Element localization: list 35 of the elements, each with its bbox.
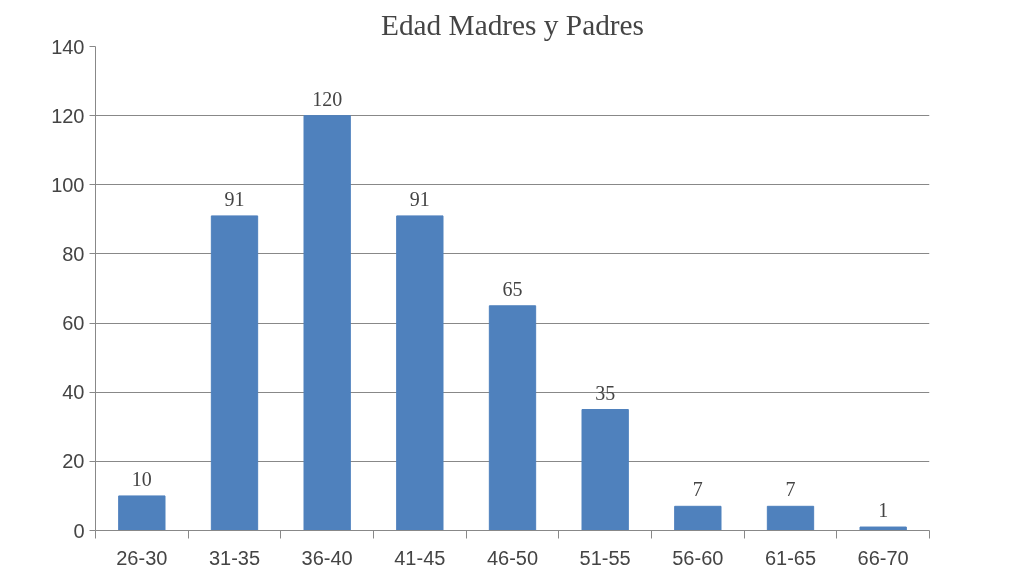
y-tick-label: 100 <box>51 173 85 196</box>
x-tick-label: 26-30 <box>116 546 168 569</box>
data-label: 7 <box>785 478 796 501</box>
x-tick-label: 46-50 <box>486 546 539 569</box>
bar <box>859 526 907 531</box>
data-label: 65 <box>502 277 523 300</box>
data-label: 7 <box>692 478 703 501</box>
bar <box>303 115 351 531</box>
bar <box>674 505 722 531</box>
bar <box>210 215 259 531</box>
bar <box>581 409 629 531</box>
x-tick-label: 61-65 <box>764 546 817 569</box>
x-tick-label: 36-40 <box>301 546 353 569</box>
bar <box>488 305 537 531</box>
data-label: 91 <box>224 187 245 210</box>
y-tick-label: 140 <box>51 35 85 58</box>
bar <box>118 495 166 531</box>
x-tick-label: 51-55 <box>579 546 631 569</box>
y-tick-label: 0 <box>73 519 85 542</box>
y-tick-label: 80 <box>62 242 85 265</box>
y-tick-label: 20 <box>62 450 85 473</box>
x-tick-label: 56-60 <box>672 546 724 569</box>
y-tick-label: 40 <box>62 381 85 404</box>
bar <box>766 505 815 531</box>
data-label: 10 <box>131 467 152 490</box>
chart-title: Edad Madres y Padres <box>380 8 645 41</box>
bar <box>396 215 444 531</box>
data-label: 1 <box>878 499 889 522</box>
x-tick-label: 31-35 <box>208 546 261 569</box>
x-tick-label: 41-45 <box>394 546 446 569</box>
x-tick-label: 66-70 <box>857 546 909 569</box>
y-tick-label: 60 <box>62 312 85 335</box>
y-tick-label: 120 <box>51 104 85 127</box>
data-label: 91 <box>409 187 430 210</box>
data-label: 120 <box>312 87 343 110</box>
